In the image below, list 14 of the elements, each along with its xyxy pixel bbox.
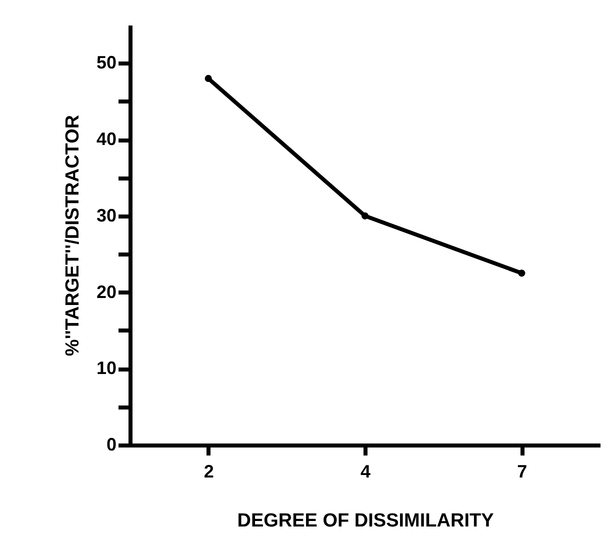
y-tick-label: 20 xyxy=(96,282,116,302)
y-tick-label: 0 xyxy=(106,434,116,454)
point xyxy=(204,74,212,82)
y-axis-title: %''TARGET''/DISTRACTOR xyxy=(62,114,84,356)
x-axis-title: DEGREE OF DISSIMILARITY xyxy=(237,510,494,532)
point xyxy=(361,212,369,220)
x-tick-label: 4 xyxy=(360,462,371,482)
y-tick-label: 50 xyxy=(96,52,116,73)
x-tick-label: 7 xyxy=(517,462,528,482)
y-tick-label: 10 xyxy=(96,358,116,378)
y-tick-label: 40 xyxy=(96,129,116,150)
y-tick-label: 30 xyxy=(96,205,116,226)
point xyxy=(518,270,526,277)
x-tick-label: 2 xyxy=(204,462,214,482)
